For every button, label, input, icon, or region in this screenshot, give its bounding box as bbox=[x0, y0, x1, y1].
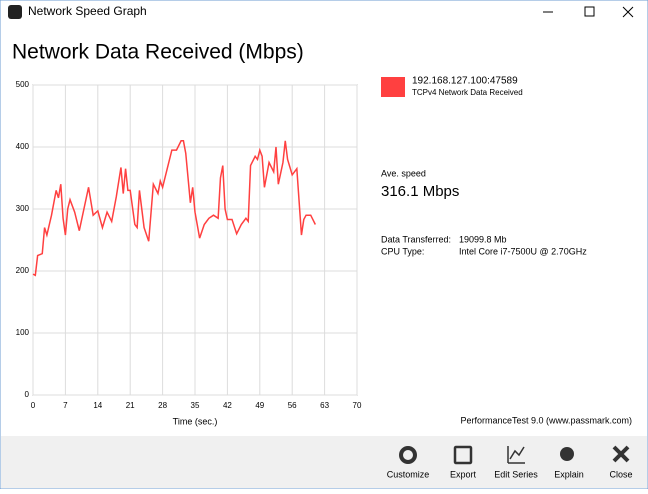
chart-title: Network Data Received (Mbps) bbox=[12, 41, 304, 64]
cpu-value: Intel Core i7-7500U @ 2.70GHz bbox=[459, 246, 587, 256]
legend-label: 192.168.127.100:47589 bbox=[412, 76, 518, 87]
cpu-label: CPU Type: bbox=[381, 246, 424, 256]
edit-series-icon bbox=[507, 446, 525, 464]
x-tick-label: 14 bbox=[93, 401, 102, 410]
toolbar-button[interactable]: Explain bbox=[554, 469, 584, 479]
x-tick-label: 7 bbox=[63, 401, 68, 410]
legend-description: TCPv4 Network Data Received bbox=[412, 88, 523, 97]
window-title: Network Speed Graph bbox=[28, 4, 147, 18]
explain-icon bbox=[560, 447, 574, 461]
x-axis-label: Time (sec.) bbox=[173, 416, 218, 426]
credit: PerformanceTest 9.0 (www.passmark.com) bbox=[460, 415, 632, 425]
maximize-button[interactable] bbox=[584, 6, 595, 17]
x-tick-label: 21 bbox=[126, 401, 135, 410]
x-tick-label: 63 bbox=[320, 401, 329, 410]
avg-label: Ave. speed bbox=[381, 168, 426, 178]
toolbar-button[interactable]: Close bbox=[609, 469, 632, 479]
export-icon bbox=[453, 445, 473, 465]
transferred-value: 19099.8 Mb bbox=[459, 234, 507, 244]
x-tick-label: 42 bbox=[223, 401, 232, 410]
x-tick-label: 0 bbox=[31, 401, 36, 410]
toolbar-button[interactable]: Customize bbox=[387, 469, 430, 479]
x-tick-label: 70 bbox=[353, 401, 362, 410]
x-tick-label: 49 bbox=[255, 401, 264, 410]
toolbar-button[interactable]: Export bbox=[450, 469, 477, 479]
data-line bbox=[32, 140, 317, 277]
close-icon bbox=[612, 445, 630, 463]
transferred-label: Data Transferred: bbox=[381, 234, 451, 244]
y-tick-label: 300 bbox=[16, 204, 30, 213]
y-tick-label: 400 bbox=[16, 142, 30, 151]
y-tick-label: 500 bbox=[16, 80, 30, 89]
customize-icon bbox=[399, 446, 417, 464]
y-tick-label: 0 bbox=[25, 390, 30, 399]
toolbar-icons bbox=[399, 445, 630, 465]
app-icon bbox=[8, 5, 22, 19]
x-tick-label: 28 bbox=[158, 401, 167, 410]
toolbar-button[interactable]: Edit Series bbox=[494, 469, 538, 479]
avg-value: 316.1 Mbps bbox=[381, 183, 459, 200]
toolbar bbox=[1, 436, 647, 488]
x-tick-label: 35 bbox=[191, 401, 200, 410]
close-window-button[interactable] bbox=[622, 6, 634, 18]
y-tick-label: 200 bbox=[16, 266, 30, 275]
x-tick-label: 56 bbox=[288, 401, 297, 410]
y-tick-label: 100 bbox=[16, 328, 30, 337]
legend-swatch bbox=[381, 77, 405, 97]
